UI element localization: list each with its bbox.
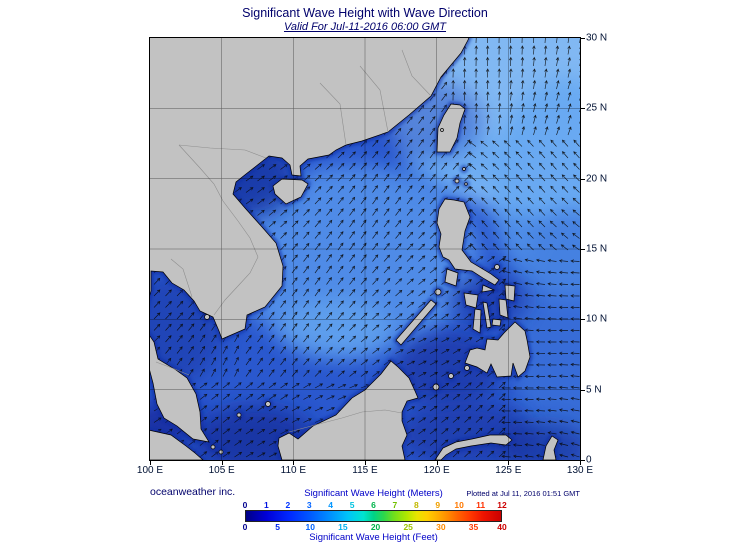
feet-scale-value: 10: [305, 522, 315, 532]
x-axis-tick-label: 105 E: [208, 465, 235, 476]
colorbar-feet-ticks: 0 5 10 15 20 25 30 35 40: [242, 522, 507, 532]
x-axis-tick-label: 120 E: [423, 465, 450, 476]
meters-scale-value: 3: [306, 500, 312, 510]
colorbar-title-meters: Significant Wave Height (Meters): [304, 488, 443, 499]
meters-scale-value: 0: [242, 500, 248, 510]
map-frame: [149, 37, 581, 461]
meters-scale-value: 5: [349, 500, 355, 510]
feet-scale-value: 25: [403, 522, 413, 532]
feet-scale-value: 40: [497, 522, 507, 532]
y-axis-tick-label: 10 N: [586, 313, 608, 325]
feet-scale-value: 5: [275, 522, 280, 532]
meters-scale-value: 8: [413, 500, 419, 510]
y-axis-tick-mark: [581, 108, 585, 110]
y-axis-tick-mark: [581, 319, 585, 321]
y-axis-tick-label: 5 N: [586, 384, 602, 396]
x-axis-tick-mark: [365, 461, 366, 465]
y-axis-tick-mark: [581, 389, 585, 391]
feet-scale-value: 0: [242, 522, 248, 532]
meters-scale-value: 10: [454, 500, 464, 510]
lat-lon-grid: [150, 38, 580, 460]
credit-text: oceanweather inc.: [150, 486, 236, 498]
meters-scale-value: 2: [285, 500, 291, 510]
x-axis-tick-mark: [150, 461, 151, 465]
y-axis-tick-label: 0: [586, 454, 592, 466]
x-axis-tick-label: 115 E: [352, 465, 378, 476]
colorbar-title-feet: Significant Wave Height (Feet): [309, 532, 438, 543]
x-axis-tick-label: 100 E: [136, 465, 164, 476]
feet-scale-value: 15: [338, 522, 348, 532]
plot-title: Significant Wave Height with Wave Direct…: [242, 6, 488, 20]
y-axis-tick-mark: [581, 38, 585, 39]
meters-scale-value: 4: [328, 500, 334, 510]
y-axis-tick-mark: [581, 249, 585, 250]
meters-scale-value: 7: [392, 500, 398, 510]
x-axis-tick-mark: [293, 461, 295, 465]
feet-scale-value: 35: [468, 522, 479, 532]
y-axis-tick-mark: [581, 178, 585, 180]
x-axis-tick-mark: [580, 461, 581, 465]
x-axis-tick-mark: [436, 461, 438, 465]
plot-valid-time: Valid For Jul-11-2016 06:00 GMT: [283, 21, 447, 33]
plotted-timestamp: Plotted at Jul 11, 2016 01:51 GMT: [466, 489, 580, 498]
meters-scale-value: 11: [476, 500, 486, 510]
x-axis-tick-label: 125 E: [495, 465, 522, 476]
meters-scale-value: 1: [264, 500, 269, 510]
wave-map: [150, 38, 580, 460]
feet-scale-value: 20: [370, 522, 381, 532]
meters-scale-value: 12: [497, 500, 507, 510]
y-axis-tick-label: 30 N: [586, 32, 608, 44]
meters-scale-value: 9: [435, 500, 441, 510]
colorbar-gradient-bar: [245, 510, 502, 522]
y-axis-tick-mark: [581, 460, 585, 461]
x-axis-tick-label: 110 E: [280, 465, 307, 476]
y-axis-tick-label: 20 N: [586, 173, 608, 185]
x-axis-tick-label: 130 E: [566, 465, 594, 476]
x-axis-tick-mark: [221, 461, 223, 465]
meters-scale-value: 6: [371, 500, 376, 510]
x-axis-tick-mark: [508, 461, 510, 465]
feet-scale-value: 30: [436, 522, 446, 532]
y-axis-tick-label: 25 N: [586, 102, 608, 114]
colorbar-meters-ticks: 0 1 2 3 4 5 6 7 8 9 10 11 12: [242, 500, 507, 510]
y-axis-tick-label: 15 N: [586, 243, 608, 255]
country-borders: [155, 49, 432, 433]
